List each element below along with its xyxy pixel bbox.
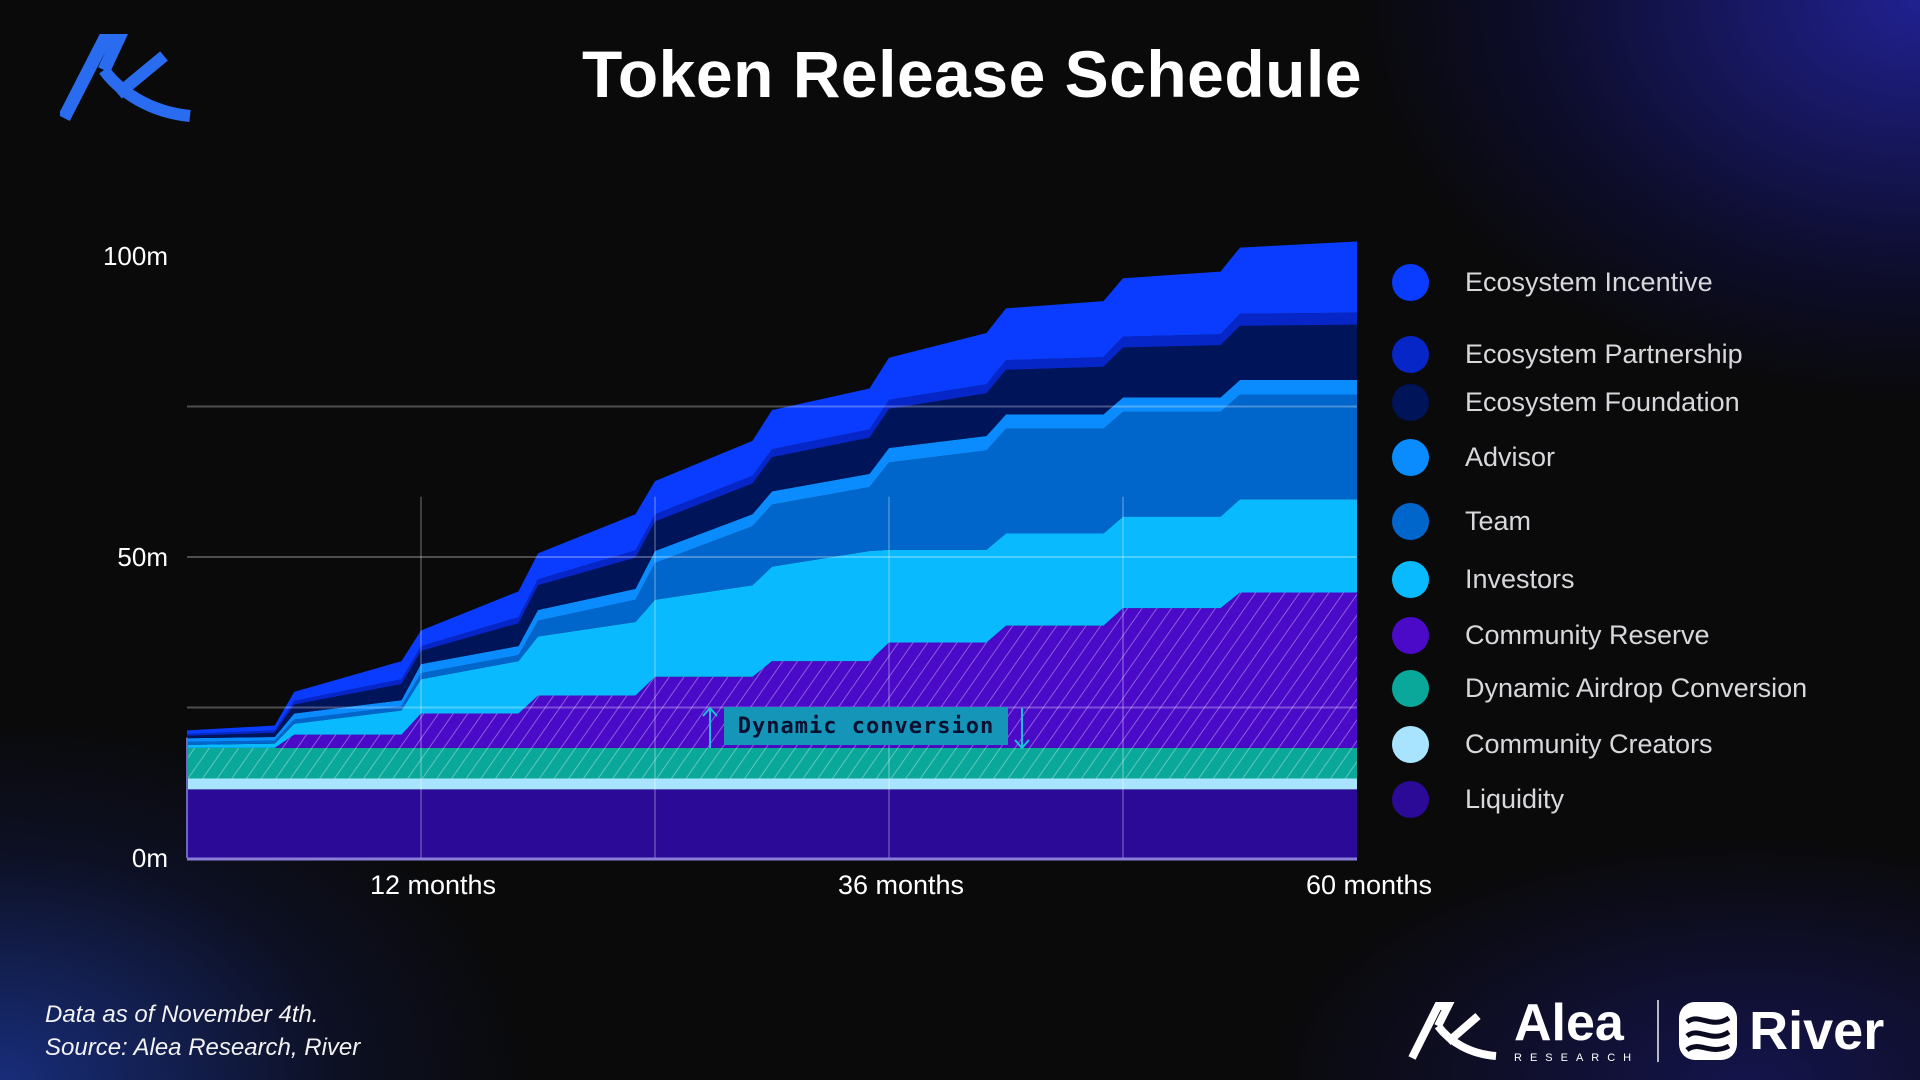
legend-item-community-creators: Community Creators: [1392, 726, 1713, 763]
legend-item-investors: Investors: [1392, 561, 1575, 598]
legend-item-ecosystem-partnership: Ecosystem Partnership: [1392, 336, 1743, 373]
legend-swatch-icon: [1392, 781, 1429, 818]
x-tick-label: 36 months: [838, 870, 964, 900]
y-tick-label: 0m: [132, 843, 168, 873]
legend-item-ecosystem-foundation: Ecosystem Foundation: [1392, 384, 1740, 421]
alea-wordmark: Alea: [1514, 994, 1624, 1052]
source-note: Source: Alea Research, River: [45, 1034, 361, 1061]
legend-swatch-icon: [1392, 264, 1429, 301]
brand-divider: [1657, 1000, 1660, 1062]
area-hatch-community-reserve: [187, 592, 1357, 748]
legend-label: Community Reserve: [1465, 620, 1710, 650]
legend-label: Advisor: [1465, 442, 1556, 472]
y-tick-label: 100m: [103, 241, 168, 271]
page-title: Token Release Schedule: [581, 37, 1363, 111]
legend-label: Team: [1465, 506, 1532, 536]
legend-label: Ecosystem Foundation: [1465, 387, 1740, 417]
brand-logos: Alea RESEARCH River: [1408, 996, 1884, 1066]
dynamic-conversion-annotation: Dynamic conversion: [724, 707, 1008, 745]
legend-swatch-icon: [1392, 503, 1429, 540]
area-liquidity: [187, 789, 1357, 858]
area-hatch-dynamic-airdrop-conversion: [187, 747, 1357, 779]
footer-note: Data as of November 4th. Source: Alea Re…: [45, 998, 360, 1064]
legend-item-dynamic-airdrop-conversion: Dynamic Airdrop Conversion: [1392, 670, 1807, 707]
legend-item-advisor: Advisor: [1392, 439, 1555, 476]
arrow-up-icon: [702, 706, 718, 748]
area-team: [187, 394, 1357, 745]
legend-label: Liquidity: [1465, 784, 1565, 814]
legend-swatch-icon: [1392, 439, 1429, 476]
legend-label: Investors: [1465, 564, 1575, 594]
legend-item-liquidity: Liquidity: [1392, 781, 1564, 818]
legend-swatch-icon: [1392, 670, 1429, 707]
y-tick-label: 50m: [117, 542, 168, 572]
alea-mark-icon: [1408, 1002, 1497, 1060]
river-logo-icon: [1679, 1002, 1738, 1060]
legend-swatch-icon: [1392, 617, 1429, 654]
area-ecosystem-incentive: [187, 241, 1357, 734]
alea-research-wordmark: RESEARCH: [1514, 1052, 1640, 1064]
legend-item-ecosystem-incentive: Ecosystem Incentive: [1392, 264, 1713, 301]
legend-item-team: Team: [1392, 503, 1531, 540]
alea-logo-icon: [60, 34, 191, 122]
arrow-down-icon: [1014, 708, 1030, 750]
legend-swatch-icon: [1392, 384, 1429, 421]
area-investors: [187, 499, 1357, 748]
legend-item-community-reserve: Community Reserve: [1392, 617, 1710, 654]
legend-label: Dynamic Airdrop Conversion: [1465, 673, 1808, 703]
x-tick-label: 12 months: [370, 870, 496, 900]
legend-label: Ecosystem Partnership: [1465, 339, 1743, 369]
legend-swatch-icon: [1392, 561, 1429, 598]
area-community-creators: [187, 778, 1357, 790]
legend-label: Ecosystem Incentive: [1465, 267, 1713, 297]
legend-swatch-icon: [1392, 336, 1429, 373]
area-ecosystem-partnership: [187, 312, 1357, 736]
data-date-note: Data as of November 4th.: [45, 1001, 319, 1028]
river-wordmark: River: [1749, 1001, 1885, 1061]
x-tick-label: 60 months: [1306, 870, 1432, 900]
legend-label: Community Creators: [1465, 729, 1713, 759]
legend-swatch-icon: [1392, 726, 1429, 763]
area-ecosystem-foundation: [187, 324, 1357, 739]
